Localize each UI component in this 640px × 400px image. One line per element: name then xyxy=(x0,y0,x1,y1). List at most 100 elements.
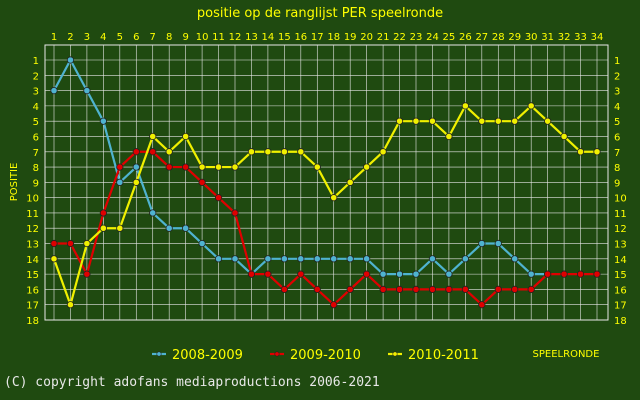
data-point-2009-2010 xyxy=(231,209,239,217)
series-line-2010-2011 xyxy=(52,104,597,306)
data-point-2009-2010 xyxy=(280,285,288,294)
data-point-2008-2009 xyxy=(395,270,404,278)
data-point-2010-2011 xyxy=(478,117,486,125)
data-point-2008-2009 xyxy=(379,270,387,278)
data-point-2008-2009 xyxy=(363,255,371,263)
y-tick-label-left: 15 xyxy=(26,270,39,281)
data-point-2010-2011 xyxy=(428,117,437,125)
y-tick-label-left: 8 xyxy=(33,163,39,174)
chart-title: positie op de ranglijst PER speelronde xyxy=(197,6,443,21)
data-point-2010-2011 xyxy=(66,301,75,309)
data-point-2010-2011 xyxy=(461,102,469,110)
x-tick-label: 15 xyxy=(278,32,291,43)
y-tick-label-left: 12 xyxy=(26,224,39,235)
data-point-2010-2011 xyxy=(363,163,371,171)
x-tick-label: 30 xyxy=(525,32,538,43)
x-tick-label: 32 xyxy=(558,32,571,43)
data-point-2009-2010 xyxy=(264,270,272,278)
data-point-2010-2011 xyxy=(214,163,223,171)
y-tick-label-right: 4 xyxy=(614,102,620,113)
x-tick-label: 14 xyxy=(262,32,275,43)
data-point-2010-2011 xyxy=(494,117,502,125)
data-point-2008-2009 xyxy=(461,255,469,263)
data-point-2010-2011 xyxy=(379,148,387,156)
data-point-2009-2010 xyxy=(99,209,107,217)
y-tick-label-left: 4 xyxy=(33,102,39,113)
y-tick-label-right: 7 xyxy=(614,148,620,159)
data-point-2008-2009 xyxy=(50,86,58,95)
data-point-2009-2010 xyxy=(560,270,568,278)
y-axis-title: POSITIE xyxy=(9,163,20,202)
x-tick-label: 20 xyxy=(360,32,373,43)
x-tick-label: 16 xyxy=(294,32,307,43)
x-tick-label: 25 xyxy=(443,32,456,43)
data-point-2009-2010 xyxy=(461,285,469,294)
data-point-2008-2009 xyxy=(214,255,223,263)
x-axis-title: SPEELRONDE xyxy=(533,349,600,360)
y-tick-label-left: 11 xyxy=(26,209,39,220)
x-tick-label: 6 xyxy=(133,32,139,43)
data-point-2010-2011 xyxy=(346,178,354,186)
y-tick-label-right: 1 xyxy=(614,56,620,67)
data-point-2008-2009 xyxy=(132,163,140,171)
x-tick-label: 24 xyxy=(426,32,439,43)
copyright-text: (C) copyright adofans mediaproductions 2… xyxy=(4,375,380,390)
data-point-2009-2010 xyxy=(198,178,206,186)
data-point-2008-2009 xyxy=(346,255,354,263)
x-tick-label: 4 xyxy=(100,32,106,43)
x-tick-label: 29 xyxy=(508,32,521,43)
data-point-2010-2011 xyxy=(330,194,338,202)
y-tick-label-right: 6 xyxy=(614,132,620,143)
x-tick-label: 7 xyxy=(150,32,156,43)
data-point-2008-2009 xyxy=(511,255,519,263)
y-tick-label-right: 18 xyxy=(614,316,627,327)
data-point-2010-2011 xyxy=(83,239,91,248)
data-point-2009-2010 xyxy=(132,148,140,156)
y-tick-label-left: 9 xyxy=(33,178,39,189)
data-point-2010-2011 xyxy=(576,148,585,156)
y-tick-label-right: 17 xyxy=(614,301,627,312)
y-tick-label-right: 3 xyxy=(614,87,620,98)
data-point-2009-2010 xyxy=(428,285,437,294)
y-tick-label-right: 11 xyxy=(614,209,627,220)
y-tick-label-right: 5 xyxy=(614,117,620,128)
data-point-2010-2011 xyxy=(165,148,173,156)
legend-label: 2009-2010 xyxy=(290,348,361,363)
y-tick-label-right: 12 xyxy=(614,224,627,235)
data-point-2008-2009 xyxy=(445,270,453,278)
data-point-2008-2009 xyxy=(264,255,272,263)
data-point-2008-2009 xyxy=(165,224,173,232)
data-point-2009-2010 xyxy=(445,285,453,294)
x-tick-label: 13 xyxy=(245,32,258,43)
data-point-2010-2011 xyxy=(149,132,157,141)
data-point-2009-2010 xyxy=(165,163,173,171)
data-point-2009-2010 xyxy=(313,285,321,294)
x-tick-label: 10 xyxy=(196,32,209,43)
y-tick-label-left: 7 xyxy=(33,148,39,159)
data-point-2009-2010 xyxy=(363,270,371,278)
data-point-2008-2009 xyxy=(66,56,75,64)
y-tick-label-right: 14 xyxy=(614,255,627,266)
y-tick-label-right: 16 xyxy=(614,285,627,296)
x-tick-label: 2 xyxy=(67,32,73,43)
legend-swatch-point xyxy=(156,351,162,357)
x-tick-label: 17 xyxy=(311,32,324,43)
data-point-2010-2011 xyxy=(182,132,190,141)
data-point-2009-2010 xyxy=(330,301,338,309)
data-point-2009-2010 xyxy=(511,285,519,294)
data-point-2010-2011 xyxy=(132,178,140,186)
data-point-2009-2010 xyxy=(50,239,58,248)
x-tick-label: 33 xyxy=(574,32,587,43)
y-tick-label-left: 13 xyxy=(26,240,39,251)
y-tick-label-right: 15 xyxy=(614,270,627,281)
y-tick-label-left: 17 xyxy=(26,301,39,312)
data-point-2010-2011 xyxy=(198,163,206,171)
data-point-2010-2011 xyxy=(231,163,239,171)
x-tick-label: 27 xyxy=(475,32,488,43)
data-point-2010-2011 xyxy=(445,132,453,141)
data-point-2008-2009 xyxy=(83,86,91,95)
y-tick-label-right: 9 xyxy=(614,178,620,189)
data-point-2010-2011 xyxy=(412,117,420,125)
data-point-2010-2011 xyxy=(247,148,256,156)
